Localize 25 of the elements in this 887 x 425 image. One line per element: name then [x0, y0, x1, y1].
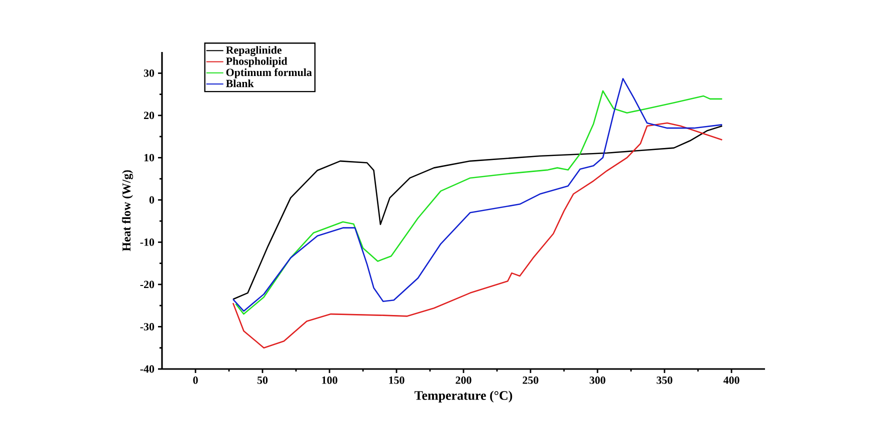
- y-tick-label: 20: [144, 112, 154, 120]
- y-tick-label: -30: [140, 323, 154, 330]
- x-tick-label: 300: [590, 376, 606, 384]
- x-tick-label: 400: [723, 376, 740, 384]
- y-tick-label: -10: [140, 238, 154, 246]
- line-series: [232, 122, 723, 349]
- y-axis-title: Heat flow (W/g): [122, 170, 134, 252]
- y-tick-label: -40: [140, 365, 154, 373]
- x-tick-label: 200: [456, 376, 472, 384]
- line-series: [232, 125, 723, 300]
- legend-label: Blank: [226, 79, 254, 88]
- legend-label: Optimum formula: [226, 68, 312, 78]
- x-tick-label: 100: [322, 376, 338, 384]
- legend-label: Phospholipid: [226, 57, 288, 68]
- y-tick-label: 0: [149, 196, 154, 204]
- x-axis-title: Temperature (°C): [414, 390, 512, 402]
- y-tick-label: -20: [140, 280, 154, 288]
- x-tick-label: 350: [656, 376, 672, 384]
- x-tick-label: 0: [193, 376, 198, 384]
- x-tick-label: 150: [389, 376, 404, 384]
- legend-label: Repaglinide: [226, 46, 282, 56]
- y-tick-label: 10: [144, 154, 154, 162]
- x-tick-label: 50: [257, 376, 268, 384]
- y-tick-label: 30: [144, 69, 154, 77]
- x-tick-label: 250: [522, 376, 538, 384]
